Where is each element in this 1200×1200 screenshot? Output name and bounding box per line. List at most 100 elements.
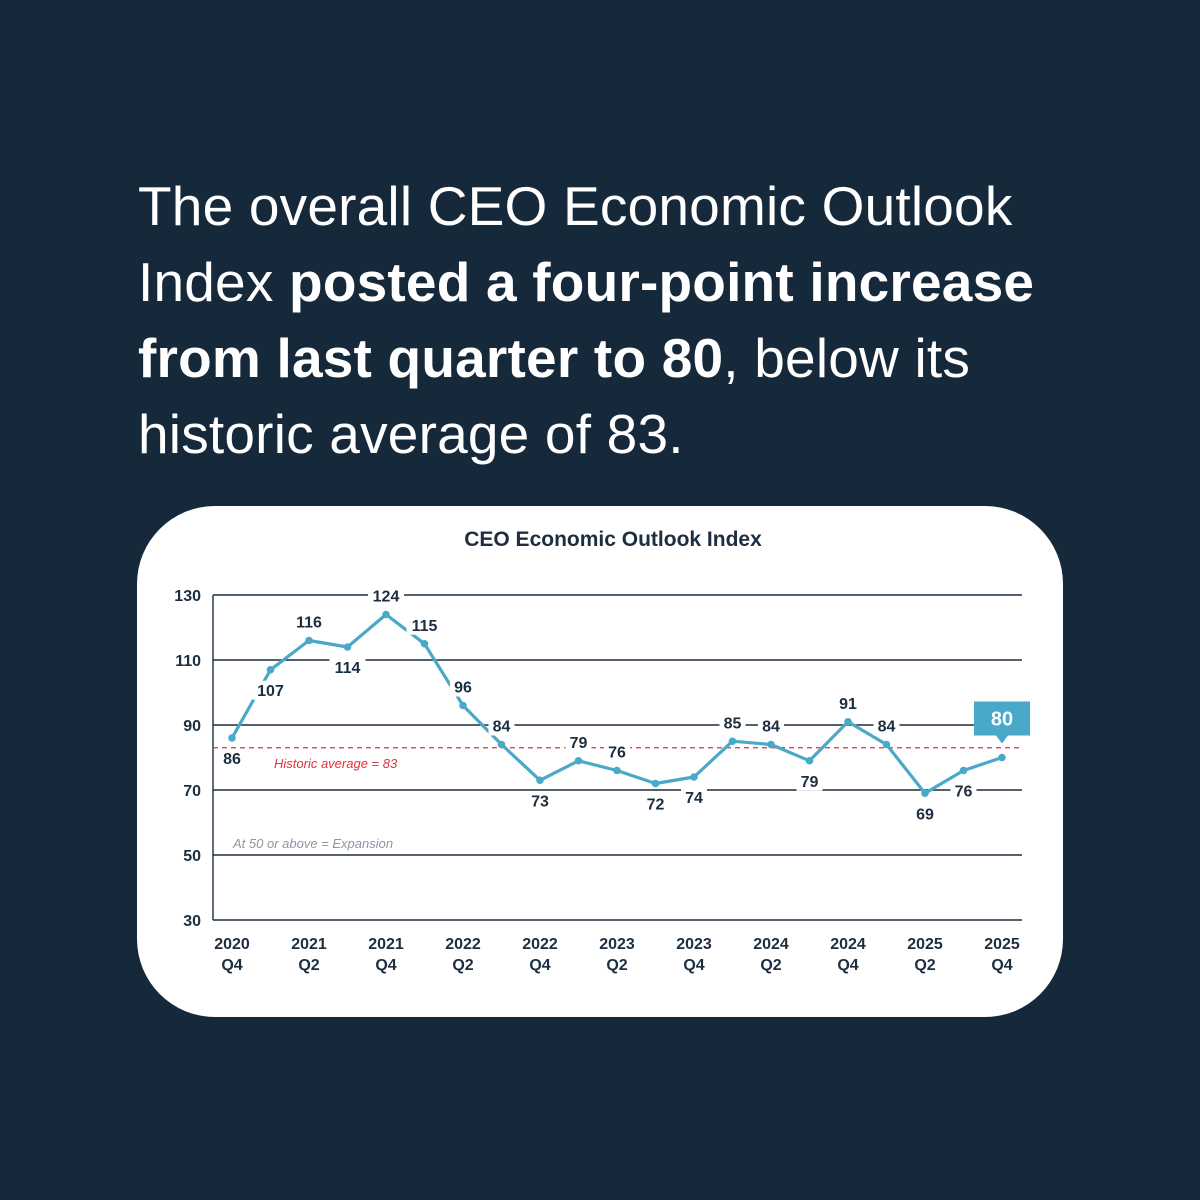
x-tick-quarter: Q2 <box>452 957 473 974</box>
data-label-bg <box>835 693 861 713</box>
data-point <box>998 753 1006 762</box>
data-point <box>266 665 275 674</box>
data-point <box>305 636 313 645</box>
data-label-bg <box>488 716 515 736</box>
data-label: 79 <box>570 735 588 752</box>
y-tick-label: 130 <box>174 588 201 605</box>
x-tick-year: 2025 <box>984 936 1020 953</box>
callout-value: 80 <box>991 709 1013 731</box>
data-point <box>574 756 583 765</box>
data-label: 107 <box>257 683 284 700</box>
data-label: 74 <box>685 790 703 807</box>
data-point <box>690 773 698 781</box>
x-tick-year: 2025 <box>907 936 943 953</box>
data-label-bg <box>681 788 707 807</box>
data-label-bg <box>912 804 938 824</box>
data-point <box>613 766 621 775</box>
x-tick-year: 2023 <box>676 936 712 953</box>
data-label: 84 <box>493 719 511 736</box>
expansion-note: At 50 or above = Expansion <box>232 836 393 851</box>
x-tick-quarter: Q4 <box>683 957 704 974</box>
x-tick-quarter: Q4 <box>991 957 1012 974</box>
data-label-bg <box>291 612 327 632</box>
data-label: 96 <box>454 680 472 697</box>
data-label-bg <box>758 716 784 736</box>
x-axis: 2020 Q4 2021 Q2 2021 Q4 2022 Q2 2022 Q4 2023 Q2 2023… <box>214 936 1020 974</box>
data-label: 86 <box>223 751 241 768</box>
x-tick-year: 2022 <box>522 936 558 953</box>
data-point <box>420 639 429 648</box>
data-label: 69 <box>916 806 934 823</box>
data-label: 73 <box>531 793 549 810</box>
callout-box <box>974 701 1030 744</box>
data-point <box>459 701 467 710</box>
historic-average-label: Historic average = 83 <box>274 756 398 771</box>
data-label-bg <box>565 732 592 752</box>
data-label-bg <box>604 742 630 762</box>
data-label-bg <box>527 791 553 811</box>
annotations: At 50 or above = Expansion <box>232 836 393 851</box>
data-label: 76 <box>955 784 973 801</box>
data-point <box>382 610 390 619</box>
data-label: 116 <box>296 615 322 632</box>
x-tick-year: 2024 <box>753 936 789 953</box>
data-label: 91 <box>839 696 857 713</box>
data-label: 84 <box>762 719 780 736</box>
data-point <box>651 779 660 788</box>
data-label-bg <box>796 771 823 791</box>
x-tick-quarter: Q2 <box>914 957 935 974</box>
x-tick-year: 2021 <box>291 936 327 953</box>
data-label: 72 <box>647 797 665 814</box>
headline-bold: posted a four-point increase from last q… <box>138 251 1035 389</box>
y-tick-label: 70 <box>183 783 201 800</box>
data-point <box>536 776 544 785</box>
data-label: 84 <box>878 719 896 736</box>
data-label-bg <box>873 716 900 736</box>
data-label-bg <box>642 794 669 814</box>
chart-card: CEO Economic Outlook Index 30 50 70 90 110 13… <box>137 506 1063 1017</box>
y-tick-label: 110 <box>175 653 201 670</box>
data-label-bg <box>329 658 366 677</box>
line-chart: CEO Economic Outlook Index 30 50 70 90 110 13… <box>174 528 1030 974</box>
x-tick-year: 2022 <box>445 936 481 953</box>
data-point <box>343 643 352 651</box>
headline: The overall CEO Economic Outlook Index p… <box>138 168 1098 472</box>
data-label-bg <box>219 749 245 768</box>
x-tick-year: 2024 <box>830 936 866 953</box>
x-tick-quarter: Q2 <box>298 957 319 974</box>
x-tick-year: 2023 <box>599 936 635 953</box>
data-label-bg <box>450 677 476 697</box>
data-point <box>844 717 852 726</box>
data-point <box>728 737 737 746</box>
reference-lines: Historic average = 83 <box>213 747 1022 771</box>
x-tick-quarter: Q4 <box>221 957 242 974</box>
x-tick-quarter: Q4 <box>529 957 550 974</box>
x-tick-quarter: Q4 <box>375 957 396 974</box>
x-tick-quarter: Q4 <box>837 957 858 974</box>
y-axis: 30 50 70 90 110 130 <box>174 588 201 930</box>
chart-title: CEO Economic Outlook Index <box>464 528 762 551</box>
data-label-bg <box>719 713 746 733</box>
data-label-bg <box>368 586 404 606</box>
data-label: 115 <box>412 618 438 635</box>
y-tick-label: 50 <box>183 848 201 865</box>
headline-part-1: The overall CEO Economic Outlook Index <box>138 175 1013 313</box>
data-labels: 86 107 116 114 124 115 96 84 73 79 76 72 74 85 84 79 91 8… <box>219 586 977 824</box>
y-tick-label: 90 <box>183 718 201 735</box>
data-point <box>228 734 236 742</box>
data-label: 124 <box>373 589 400 606</box>
data-label-bg <box>950 781 977 801</box>
data-point <box>921 789 929 798</box>
callout: 80 <box>974 701 1030 744</box>
y-tick-label: 30 <box>183 913 201 930</box>
data-point <box>767 740 775 749</box>
data-label: 76 <box>608 745 626 762</box>
headline-part-2: , below its historic average of 83. <box>138 327 971 465</box>
data-label: 114 <box>335 660 361 677</box>
series <box>228 610 1006 798</box>
data-point <box>959 766 968 775</box>
data-label-bg <box>406 615 443 635</box>
data-label: 79 <box>801 774 819 791</box>
data-label-bg <box>252 680 289 700</box>
x-tick-year: 2021 <box>368 936 404 953</box>
